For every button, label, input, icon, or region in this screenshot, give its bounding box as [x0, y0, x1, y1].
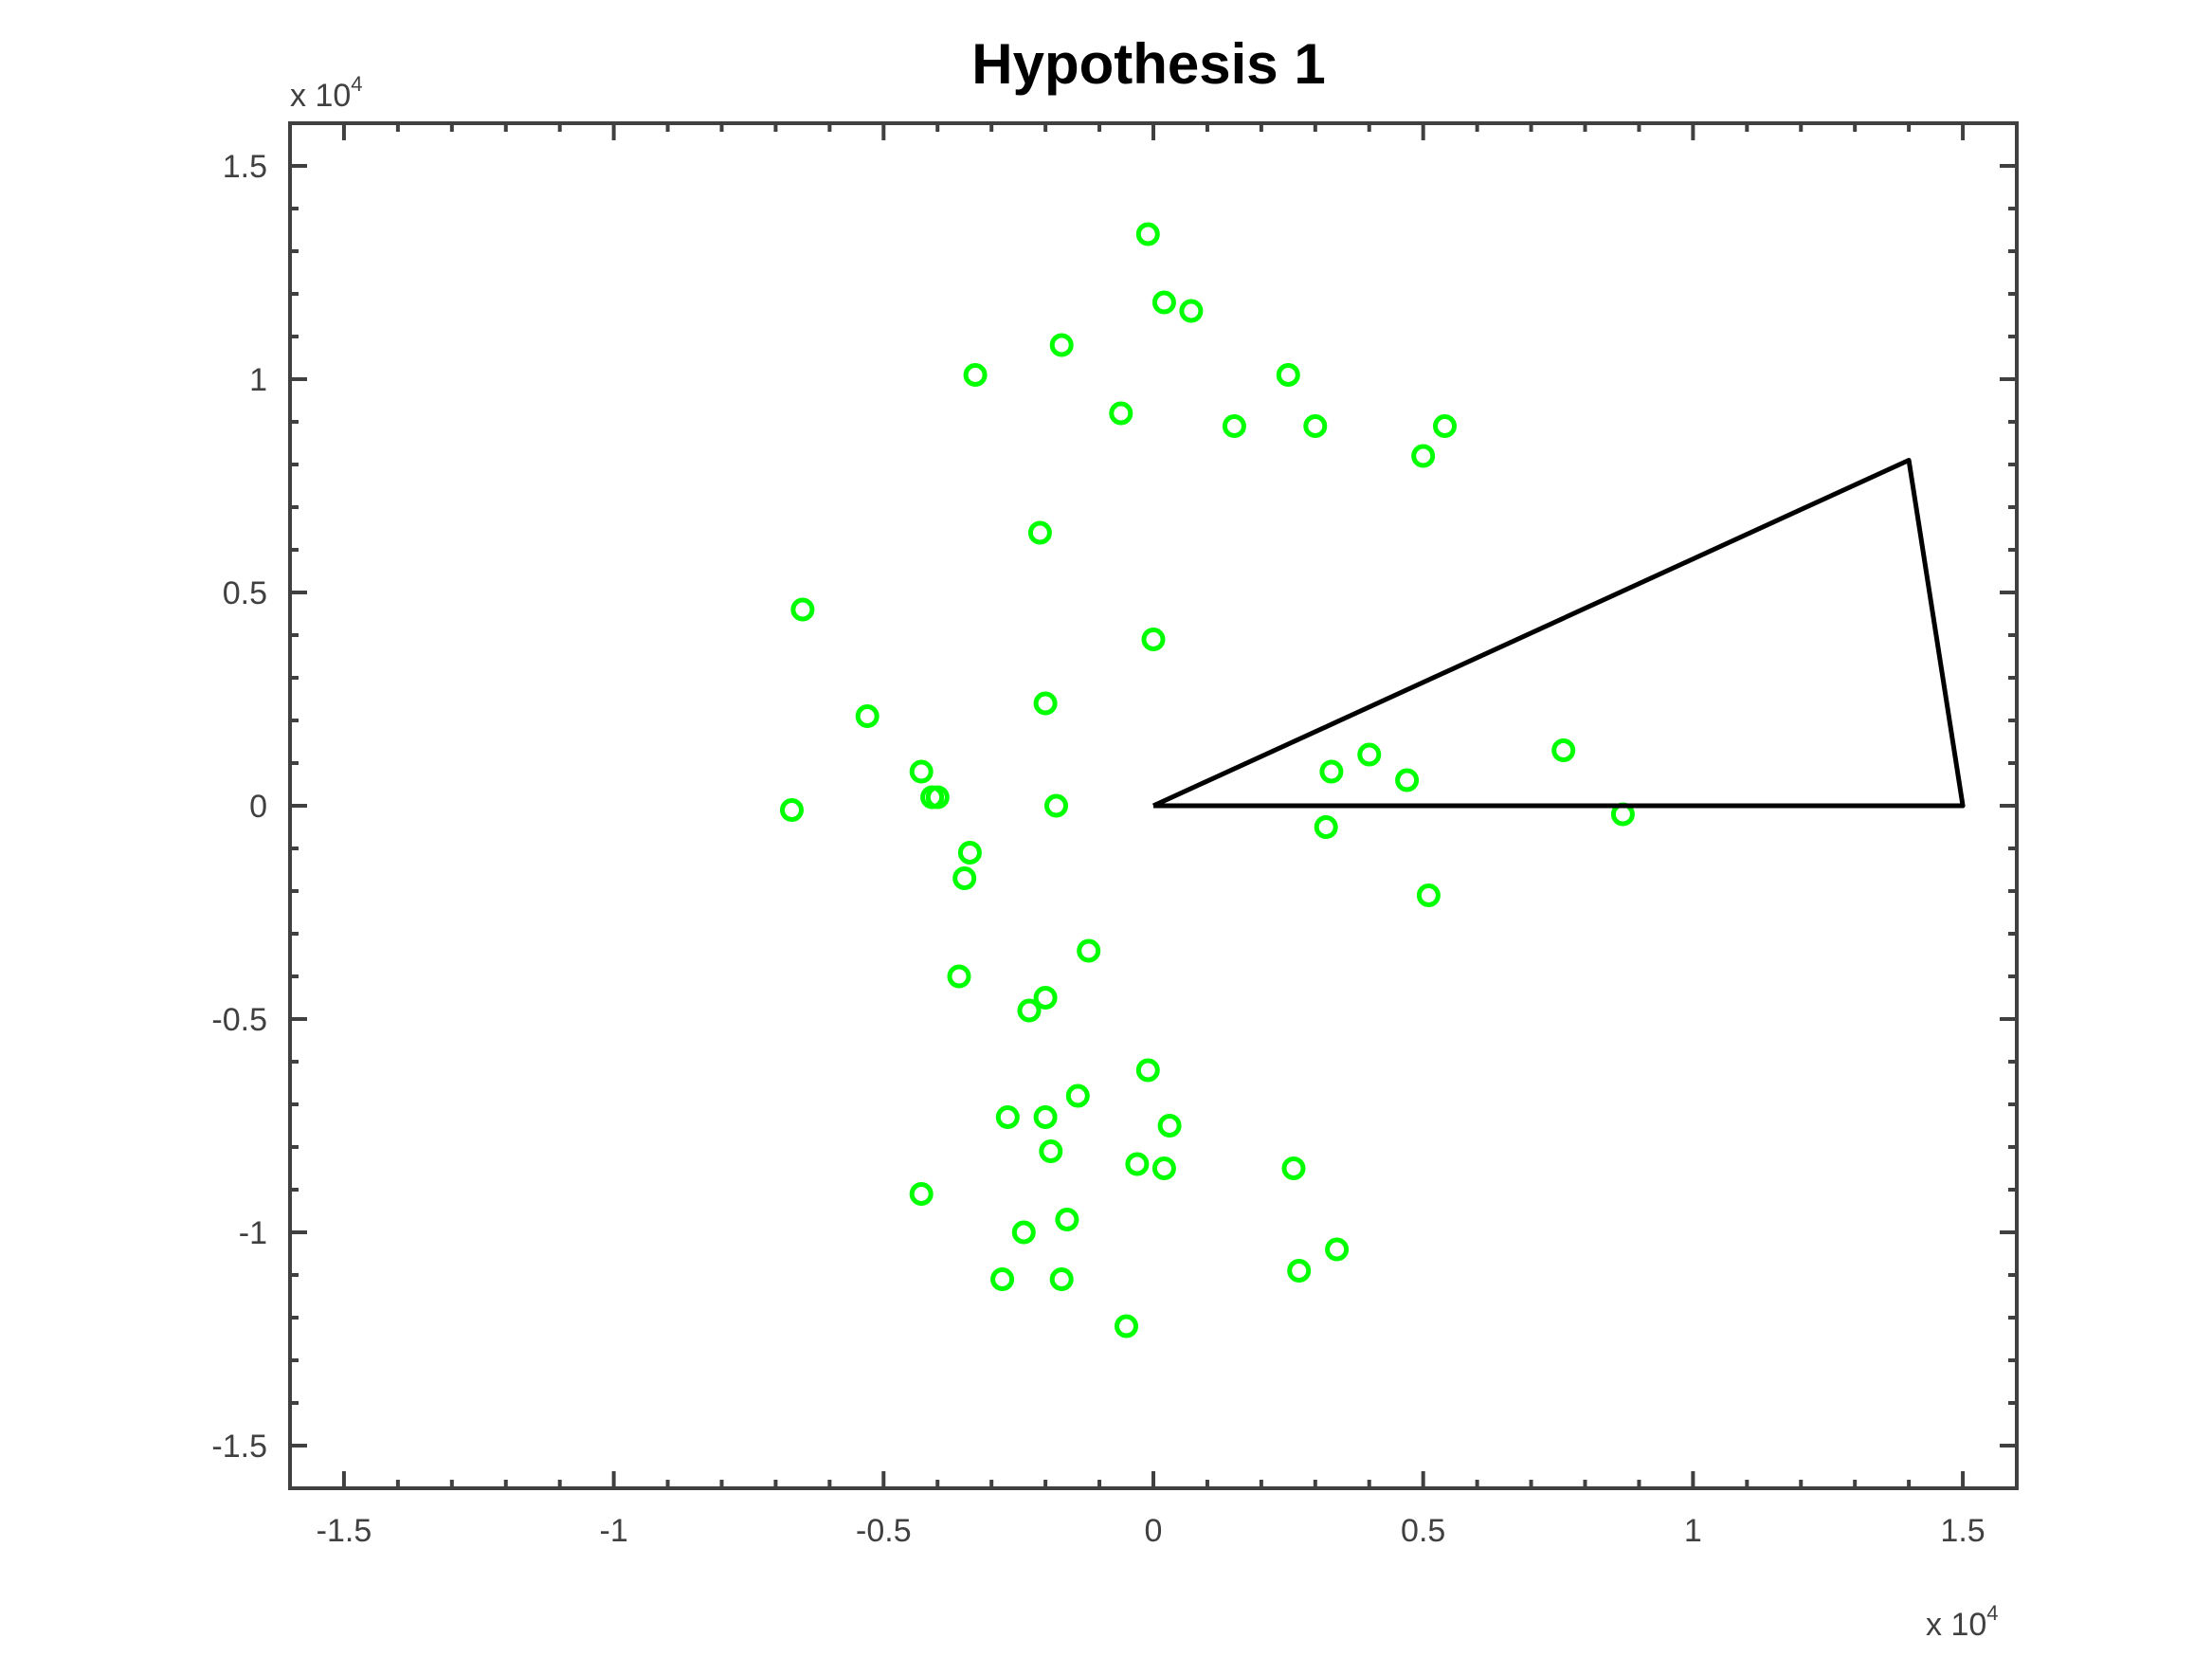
x-scale-base: x 10	[1926, 1607, 1986, 1643]
scatter-point	[1017, 998, 1042, 1023]
scatter-point	[990, 1267, 1015, 1291]
y-scale-base: x 10	[290, 78, 351, 114]
scatter-point	[1109, 401, 1133, 426]
scatter-point	[1049, 1267, 1074, 1291]
axis-ticks	[288, 121, 2019, 1490]
scatter-point	[1039, 1139, 1063, 1163]
scatter-point	[1157, 1114, 1182, 1138]
scatter-point	[1044, 793, 1068, 818]
y-tick-label: -0.5	[211, 1002, 267, 1038]
scatter-point	[1027, 520, 1052, 545]
scatter-point	[1287, 1259, 1312, 1283]
scatter-point	[1049, 333, 1074, 357]
scatter-point	[952, 866, 977, 890]
y-tick-label: 0.5	[223, 575, 267, 611]
y-scale-factor: x 104	[290, 72, 363, 114]
x-tick-label: -1	[600, 1513, 628, 1549]
y-tick-label: -1	[239, 1215, 267, 1251]
scatter-point	[1141, 628, 1166, 651]
x-tick-label: 0.5	[1401, 1513, 1445, 1549]
scatter-point	[1135, 1058, 1160, 1083]
scatter-point	[1055, 1208, 1079, 1231]
scatter-point	[1551, 738, 1576, 762]
scatter-point	[925, 785, 950, 810]
scatter-point	[963, 363, 988, 387]
scatter-point	[909, 1182, 934, 1206]
x-scale-exponent: 4	[1986, 1601, 1998, 1625]
scatter-point	[1011, 1220, 1036, 1245]
x-scale-factor: x 104	[1926, 1601, 1999, 1643]
scatter-point	[1319, 759, 1344, 784]
scatter-point	[1395, 768, 1420, 792]
scatter-point	[780, 798, 804, 822]
scatter-point	[1125, 1152, 1150, 1176]
y-tick-label: 1	[249, 362, 267, 398]
scatter-point	[1033, 691, 1058, 716]
scatter-point	[1135, 222, 1160, 246]
x-tick-label: -0.5	[856, 1513, 912, 1549]
scatter-point	[1357, 742, 1382, 767]
x-tick-label: 1	[1684, 1513, 1702, 1549]
scatter-point	[1033, 1105, 1058, 1129]
x-tick-label: 0	[1145, 1513, 1163, 1549]
scatter-point	[1416, 883, 1441, 907]
y-tick-label: 1.5	[223, 149, 267, 185]
x-tick-label: 1.5	[1940, 1513, 1985, 1549]
x-tick-label: -1.5	[317, 1513, 372, 1549]
scatter-point	[1179, 299, 1204, 323]
scatter-point	[1033, 986, 1058, 1010]
scatter-point	[947, 964, 971, 989]
scatter-point	[1222, 414, 1246, 438]
scatter-point	[855, 704, 879, 728]
scatter-point	[1411, 444, 1436, 468]
y-tick-label: -1.5	[211, 1429, 267, 1465]
y-tick-label: 0	[249, 789, 267, 825]
scatter-point	[1151, 1156, 1176, 1180]
plot-area	[780, 222, 1966, 1338]
scatter-point	[1276, 363, 1300, 387]
scatter-point	[957, 841, 982, 865]
scatter-point	[1281, 1156, 1306, 1180]
scatter-point	[1065, 1083, 1090, 1108]
y-scale-exponent: 4	[351, 72, 362, 96]
scatter-point	[1115, 1314, 1138, 1338]
scatter-point	[790, 597, 815, 622]
scatter-point	[1151, 290, 1176, 315]
scatter-point	[995, 1105, 1020, 1129]
tick-labels: -1.5 -1 -0.5 0 0.5 1 1.5 -1.5 -1 -0.5 0 0.5 1 1.5	[211, 149, 1985, 1549]
scatter-point	[1433, 414, 1457, 438]
scatter-point	[1325, 1237, 1350, 1262]
scatter-point	[909, 759, 934, 784]
chart-title: Hypothesis 1	[971, 32, 1325, 96]
scatter-point	[1314, 815, 1338, 839]
scatter-point	[1077, 938, 1101, 963]
scatter-point	[1303, 414, 1328, 438]
triangle-outline	[1151, 458, 1966, 809]
